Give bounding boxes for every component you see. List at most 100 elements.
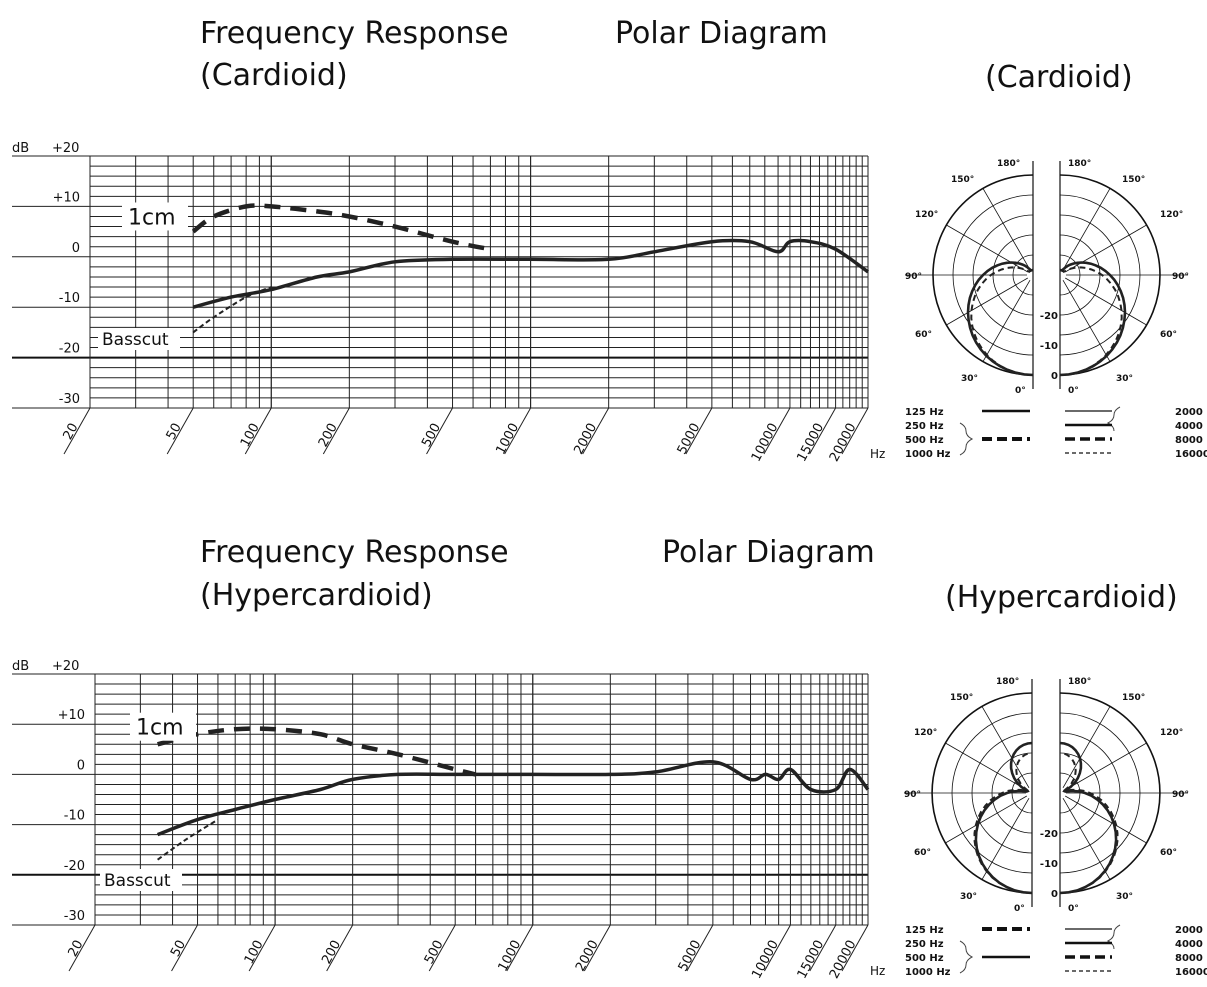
polar-angle-label: 150° [1122, 175, 1145, 185]
y-tick-label: +10 [58, 708, 85, 723]
polar-radial-label: -10 [1040, 341, 1058, 352]
annotation-bg [98, 328, 180, 350]
polar-radial-label: -10 [1040, 859, 1058, 870]
polar-spoke [981, 706, 1030, 789]
polar-angle-label: 30° [1116, 374, 1133, 384]
polar-angle-label: 30° [960, 892, 977, 902]
series-line-response [156, 760, 870, 837]
x-tick-mark [685, 407, 713, 455]
polar-angle-label: 150° [950, 693, 973, 703]
x-tick-mark [426, 407, 453, 455]
x-tick-label: 2000 [571, 421, 600, 457]
polar-subtitle-hypercardioid: (Hypercardioid) [945, 580, 1178, 615]
polar-angle-label: 0° [1068, 904, 1079, 914]
x-tick-mark [583, 924, 611, 972]
x-tick-mark [763, 407, 791, 455]
freq-subtitle-hypercardioid: (Hypercardioid) [200, 578, 433, 613]
x-tick-mark [582, 407, 610, 455]
y-tick-label: -20 [59, 342, 80, 357]
legend-right-label: 16000 Hz [1175, 449, 1207, 460]
polar-angle-label: 0° [1015, 386, 1026, 396]
polar-angle-label: 90° [1172, 272, 1189, 282]
legend-right-label: 4000 Hz [1175, 939, 1207, 950]
y-tick-label: -10 [64, 809, 85, 824]
x-tick-mark [171, 924, 198, 972]
polar-subtitle-cardioid: (Cardioid) [985, 60, 1133, 95]
x-tick-mark [68, 924, 96, 972]
polar-pattern [1059, 261, 1127, 377]
polar-pattern [1059, 266, 1123, 376]
polar-spoke [1062, 279, 1111, 362]
annotation-bg [122, 202, 188, 231]
x-tick-label: 15000 [795, 938, 828, 982]
x-tick-mark [244, 407, 272, 455]
polar-radial-label: -20 [1040, 829, 1058, 840]
legend-brace [1106, 406, 1121, 432]
x-tick-label: 5000 [675, 421, 704, 457]
annotation-1cm: 1cm [136, 716, 184, 741]
polar-spoke [982, 188, 1031, 271]
legend-left-label: 125 Hz [905, 925, 944, 936]
y-tick-label: 0 [77, 758, 85, 773]
legend-right-label: 8000 Hz [1175, 953, 1207, 964]
x-tick-label: 1000 [493, 421, 522, 457]
y-tick-label: +20 [52, 659, 79, 674]
x-tick-mark [506, 924, 534, 972]
y-axis-label: dB [12, 141, 29, 156]
x-tick-label: 20 [66, 938, 87, 960]
polar-angle-label: 60° [915, 330, 932, 340]
polar-title-cardioid: Polar Diagram [615, 16, 828, 51]
polar-spoke [1064, 742, 1147, 791]
polar-angle-label: 120° [1160, 728, 1183, 738]
x-tick-label: 500 [422, 938, 447, 967]
legend-right-label: 8000 Hz [1175, 435, 1207, 446]
x-tick-mark [326, 924, 354, 972]
y-tick-label: -30 [64, 909, 85, 924]
polar-angle-label: 120° [914, 728, 937, 738]
polar-angle-label: 120° [1160, 210, 1183, 220]
polar-pattern [973, 752, 1033, 894]
x-tick-mark [248, 924, 276, 972]
x-tick-label: 10000 [749, 421, 782, 465]
x-tick-mark [809, 407, 837, 455]
polar-angle-label: 150° [951, 175, 974, 185]
x-tick-mark [763, 924, 791, 972]
legend-left-label: 250 Hz [905, 421, 944, 432]
x-tick-mark [322, 407, 350, 455]
x-tick-mark [166, 407, 194, 455]
legend-left-label: 125 Hz [905, 407, 944, 418]
legend-right-label: 16000 Hz [1175, 967, 1207, 978]
polar-angle-label: 90° [904, 790, 921, 800]
polar-spoke [945, 742, 1028, 791]
legend-brace [959, 940, 974, 974]
y-tick-label: -30 [59, 392, 80, 407]
annotation-basscut: Basscut [104, 871, 171, 891]
y-axis-label: dB [12, 659, 29, 674]
polar-angle-label: 180° [996, 677, 1019, 687]
x-tick-label: 5000 [676, 938, 705, 974]
x-tick-label: 200 [316, 421, 341, 450]
y-tick-label: 0 [72, 241, 80, 256]
series-line-1cm [157, 726, 477, 777]
polar-spoke [946, 224, 1029, 273]
polar-angle-label: 60° [1160, 330, 1177, 340]
polar-angle-label: 0° [1014, 904, 1025, 914]
polar-angle-label: 0° [1068, 386, 1079, 396]
polar-radial-label: 0 [1051, 371, 1058, 382]
polar-angle-label: 150° [1122, 693, 1145, 703]
polar-angle-label: 30° [961, 374, 978, 384]
x-tick-label: 20 [61, 421, 82, 443]
x-tick-label: 200 [319, 938, 344, 967]
polar-radial-label: 0 [1051, 889, 1058, 900]
x-tick-mark [809, 924, 837, 972]
polar-radial-label: -20 [1040, 311, 1058, 322]
polar-pattern [966, 261, 1034, 377]
polar-angle-label: 60° [1160, 848, 1177, 858]
x-tick-mark [504, 407, 532, 455]
legend-right-label: 2000 Hz [1175, 925, 1207, 936]
y-tick-label: +20 [52, 141, 79, 156]
polar-spoke [1062, 706, 1111, 789]
x-unit-label: Hz [870, 964, 885, 978]
y-tick-label: -20 [64, 859, 85, 874]
